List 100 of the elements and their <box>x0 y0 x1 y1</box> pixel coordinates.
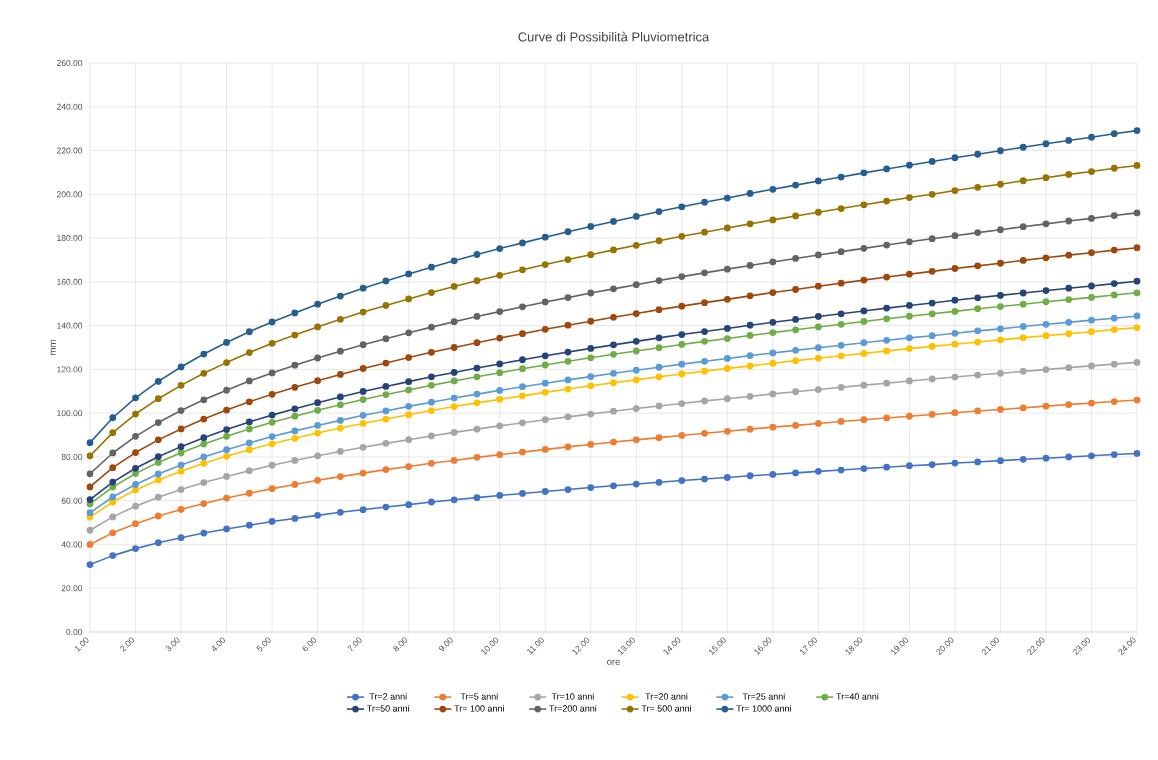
point <box>860 339 868 347</box>
point <box>1065 296 1073 303</box>
point <box>587 317 595 325</box>
point <box>1133 358 1141 366</box>
point <box>473 339 481 347</box>
point <box>154 459 162 466</box>
point <box>974 229 982 236</box>
point <box>678 477 686 484</box>
legend-label: Tr= 500 anni <box>641 705 692 712</box>
point <box>655 363 663 371</box>
point <box>428 407 435 414</box>
point <box>382 439 390 447</box>
point <box>792 346 799 354</box>
point <box>610 350 617 358</box>
point <box>997 259 1004 267</box>
point <box>223 446 230 454</box>
point <box>951 187 959 194</box>
point <box>997 369 1004 377</box>
point <box>314 452 321 460</box>
point <box>769 216 777 224</box>
point <box>473 313 481 320</box>
point <box>883 273 891 281</box>
point <box>837 205 845 212</box>
point <box>997 180 1004 188</box>
point <box>336 393 344 401</box>
point <box>245 489 253 497</box>
point <box>450 457 458 464</box>
point <box>860 276 868 284</box>
point <box>860 169 868 177</box>
point <box>1019 404 1027 412</box>
legend-label: Tr=40 anni <box>836 693 879 700</box>
point <box>132 520 139 528</box>
point <box>450 283 458 290</box>
point <box>837 279 845 287</box>
legend-label: Tr=20 anni <box>645 693 688 700</box>
point <box>814 313 822 320</box>
point <box>655 306 663 314</box>
point <box>701 397 708 405</box>
point <box>746 472 754 480</box>
point <box>1065 251 1073 259</box>
point <box>405 295 413 303</box>
point <box>610 313 617 321</box>
point <box>997 406 1004 413</box>
point <box>860 381 868 389</box>
point <box>655 277 663 284</box>
point <box>1042 140 1050 148</box>
point <box>678 232 686 240</box>
point <box>723 265 731 273</box>
point <box>177 467 185 475</box>
point <box>906 238 913 246</box>
point <box>951 409 959 417</box>
point <box>678 331 686 338</box>
point <box>223 452 230 460</box>
point <box>928 461 936 468</box>
point <box>792 388 799 396</box>
point <box>519 365 526 373</box>
point <box>405 270 413 278</box>
point <box>814 177 822 185</box>
point <box>792 469 799 477</box>
point <box>974 305 982 313</box>
point <box>1133 396 1141 404</box>
point <box>382 277 390 285</box>
point <box>883 165 891 173</box>
point <box>1042 287 1050 294</box>
point <box>450 369 458 376</box>
point <box>837 320 845 328</box>
point <box>268 418 276 426</box>
point <box>86 509 94 517</box>
point <box>450 344 458 351</box>
point <box>655 478 663 486</box>
point <box>245 467 253 475</box>
point <box>564 294 572 301</box>
point <box>1065 330 1073 338</box>
point <box>496 387 504 394</box>
point <box>519 392 526 400</box>
point <box>701 328 708 335</box>
point <box>1088 214 1095 222</box>
point <box>428 263 435 271</box>
point <box>200 369 208 377</box>
point <box>974 458 982 466</box>
point <box>541 298 549 306</box>
point <box>1133 209 1141 217</box>
point <box>723 295 731 303</box>
point <box>883 414 891 422</box>
point <box>974 294 982 302</box>
point <box>86 561 94 568</box>
point <box>541 379 549 387</box>
point <box>974 262 982 270</box>
point <box>405 463 413 470</box>
point <box>154 378 162 385</box>
point <box>223 525 230 533</box>
point <box>906 334 913 342</box>
point <box>997 336 1004 344</box>
point <box>268 339 276 347</box>
point <box>359 341 367 349</box>
point <box>814 386 822 393</box>
point <box>473 277 481 285</box>
point <box>496 492 504 499</box>
point <box>1065 364 1073 372</box>
point <box>223 494 230 502</box>
